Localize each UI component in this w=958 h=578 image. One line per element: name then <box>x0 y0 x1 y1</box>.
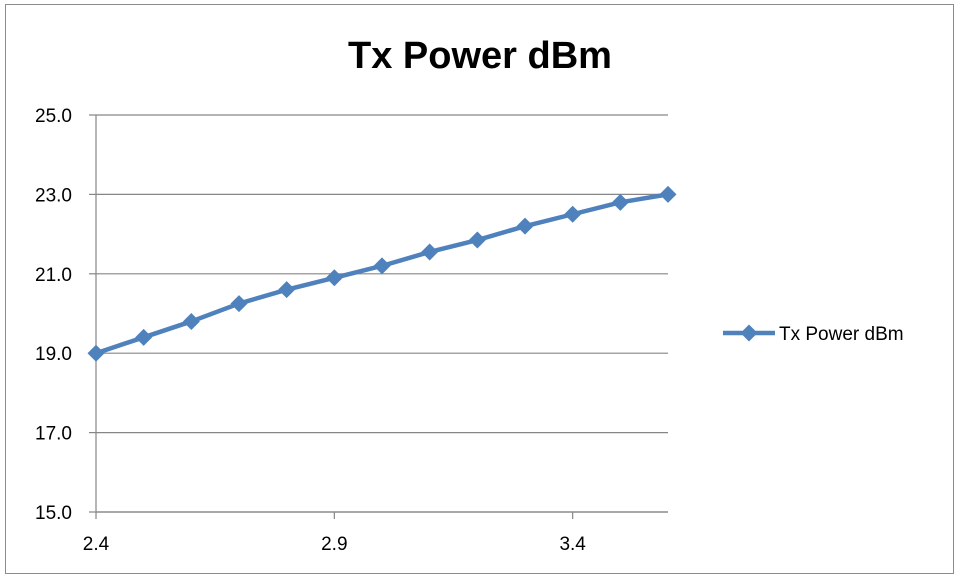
data-point-marker <box>325 269 343 287</box>
y-tick-label: 23.0 <box>35 185 72 206</box>
data-point-marker <box>135 328 153 346</box>
y-tick-label: 17.0 <box>35 424 72 445</box>
x-tick-label: 2.9 <box>321 534 347 555</box>
y-tick-label: 19.0 <box>35 344 72 365</box>
legend-marker-swatch <box>740 324 758 342</box>
series-layer <box>87 185 677 362</box>
axes <box>89 114 668 519</box>
data-point-marker <box>278 281 296 299</box>
data-point-marker <box>659 185 677 203</box>
y-tick-label: 25.0 <box>35 106 72 127</box>
gridlines <box>96 114 668 513</box>
y-axis-tick-labels: 15.0 17.0 19.0 21.0 23.0 25.0 <box>35 106 72 524</box>
data-point-marker <box>421 243 439 261</box>
y-tick-label: 21.0 <box>35 265 72 286</box>
chart-title: Tx Power dBm <box>348 35 612 77</box>
y-tick-label: 15.0 <box>35 503 72 524</box>
data-point-marker <box>230 295 248 313</box>
data-point-marker <box>611 193 629 211</box>
x-tick-label: 3.4 <box>559 534 586 555</box>
data-point-marker <box>516 217 534 235</box>
data-point-marker <box>564 205 582 223</box>
legend: Tx Power dBm <box>723 324 904 345</box>
x-tick-label: 2.4 <box>83 534 110 555</box>
legend-label: Tx Power dBm <box>779 324 904 345</box>
data-point-marker <box>87 344 105 362</box>
chart-area <box>5 4 954 574</box>
data-point-marker <box>468 231 486 249</box>
data-point-marker <box>182 312 200 330</box>
data-point-marker <box>373 257 391 275</box>
x-axis-tick-labels: 2.4 2.9 3.4 <box>83 534 587 555</box>
